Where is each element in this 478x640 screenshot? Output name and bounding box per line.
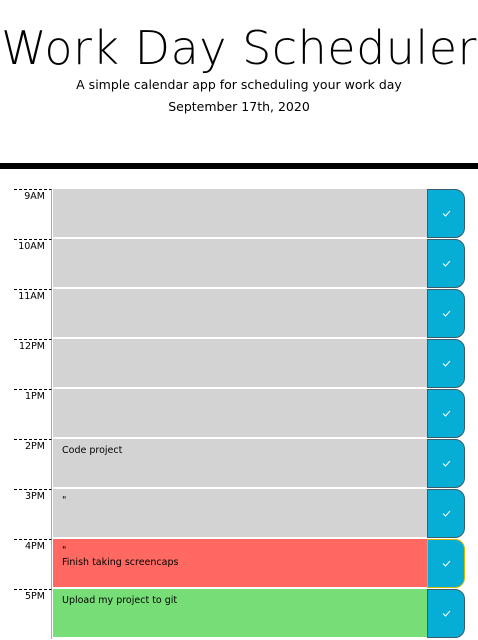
- hour-label: 3PM: [14, 489, 52, 539]
- event-description-input[interactable]: [53, 289, 427, 338]
- event-description-input[interactable]: [53, 339, 427, 388]
- header-divider: [0, 163, 478, 169]
- time-block-row: 2PM Code project: [0, 439, 478, 489]
- check-icon: [442, 360, 451, 367]
- hour-label: 4PM: [14, 539, 52, 589]
- time-block-row: 10AM: [0, 239, 478, 289]
- hour-label: 10AM: [14, 239, 52, 289]
- check-icon: [442, 260, 451, 267]
- check-icon: [442, 510, 451, 517]
- current-date: September 17th, 2020: [168, 99, 310, 114]
- jumbotron-header: Work Day Scheduler A simple calendar app…: [0, 0, 478, 170]
- hour-label: 9AM: [14, 189, 52, 239]
- check-icon: [442, 610, 451, 617]
- time-block-row: 12PM: [0, 339, 478, 389]
- save-button[interactable]: [427, 589, 465, 638]
- page-title: Work Day Scheduler: [1, 21, 477, 75]
- save-button[interactable]: [427, 489, 465, 538]
- save-button[interactable]: [427, 389, 465, 438]
- check-icon: [442, 460, 451, 467]
- time-block-row: 4PM " Finish taking screencaps: [0, 539, 478, 589]
- check-icon: [442, 310, 451, 317]
- check-icon: [442, 410, 451, 417]
- hour-label: 2PM: [14, 439, 52, 489]
- save-button[interactable]: [427, 189, 465, 238]
- event-description-input[interactable]: [53, 189, 427, 238]
- save-button[interactable]: [427, 439, 465, 488]
- time-block-row: 11AM: [0, 289, 478, 339]
- page-subtitle: A simple calendar app for scheduling you…: [76, 77, 402, 92]
- time-block-row: 3PM ": [0, 489, 478, 539]
- event-description-input[interactable]: Upload my project to git: [53, 589, 427, 638]
- time-block-row: 1PM: [0, 389, 478, 439]
- time-block-row: 9AM: [0, 189, 478, 239]
- event-description-input[interactable]: " Finish taking screencaps: [53, 539, 427, 588]
- check-icon: [442, 560, 451, 567]
- check-icon: [442, 210, 451, 217]
- hour-label: 12PM: [14, 339, 52, 389]
- hour-label: 11AM: [14, 289, 52, 339]
- hour-label: 5PM: [14, 589, 52, 639]
- save-button[interactable]: [427, 539, 465, 588]
- hour-label: 1PM: [14, 389, 52, 439]
- event-description-input[interactable]: Code project: [53, 439, 427, 488]
- time-block-row: 5PM Upload my project to git: [0, 589, 478, 639]
- save-button[interactable]: [427, 239, 465, 288]
- event-description-input[interactable]: [53, 239, 427, 288]
- event-description-input[interactable]: ": [53, 489, 427, 538]
- event-description-input[interactable]: [53, 389, 427, 438]
- save-button[interactable]: [427, 339, 465, 388]
- save-button[interactable]: [427, 289, 465, 338]
